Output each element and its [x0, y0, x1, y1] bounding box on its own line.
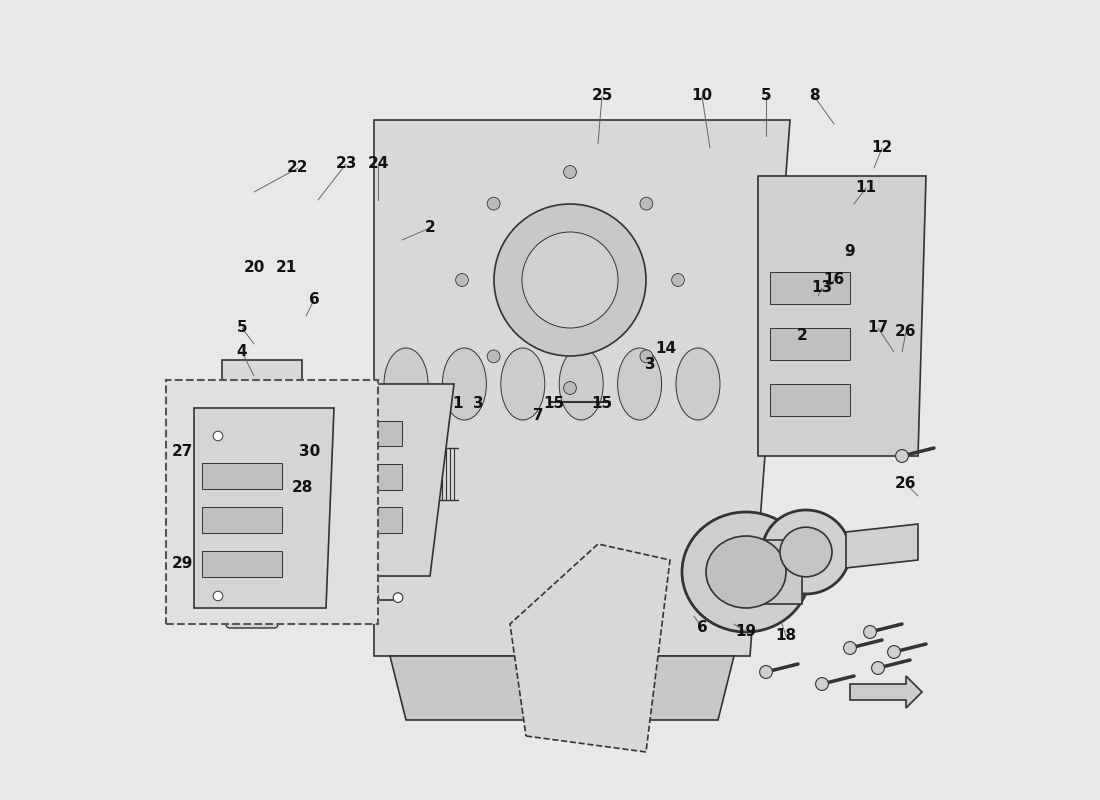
Text: 18: 18: [776, 629, 796, 643]
Polygon shape: [374, 120, 790, 656]
Text: 3: 3: [473, 397, 483, 411]
Text: 6: 6: [309, 293, 319, 307]
Circle shape: [494, 204, 646, 356]
Polygon shape: [390, 656, 734, 720]
Circle shape: [760, 666, 772, 678]
Text: 3: 3: [645, 357, 656, 371]
Text: 8: 8: [808, 89, 820, 103]
Bar: [202, 551, 282, 577]
Text: 7: 7: [532, 409, 543, 423]
Ellipse shape: [384, 348, 428, 420]
Bar: [770, 272, 850, 304]
Bar: [330, 507, 402, 533]
Ellipse shape: [617, 348, 661, 420]
Text: 29: 29: [172, 557, 192, 571]
Text: 16: 16: [824, 273, 845, 287]
Text: 27: 27: [172, 445, 192, 459]
Text: 2: 2: [425, 221, 436, 235]
Circle shape: [455, 274, 469, 286]
Circle shape: [563, 166, 576, 178]
Text: 15: 15: [543, 397, 564, 411]
Text: 23: 23: [336, 157, 356, 171]
Bar: [330, 464, 402, 490]
Bar: [770, 328, 850, 360]
Circle shape: [844, 642, 857, 654]
Ellipse shape: [500, 348, 544, 420]
Polygon shape: [310, 384, 454, 576]
Text: 26: 26: [895, 325, 916, 339]
Text: 4: 4: [236, 345, 248, 359]
Circle shape: [672, 274, 684, 286]
Bar: [754, 540, 802, 604]
Text: 14: 14: [656, 341, 676, 355]
Circle shape: [522, 232, 618, 328]
Polygon shape: [194, 408, 334, 608]
Text: 1: 1: [453, 397, 463, 411]
Ellipse shape: [706, 536, 786, 608]
Text: 5: 5: [761, 89, 771, 103]
Text: 28: 28: [292, 481, 312, 495]
Circle shape: [393, 593, 403, 602]
Text: 6: 6: [696, 621, 707, 635]
Text: 2: 2: [796, 329, 807, 343]
Circle shape: [563, 382, 576, 394]
Text: 22: 22: [287, 161, 309, 175]
Circle shape: [871, 662, 884, 674]
Ellipse shape: [682, 512, 810, 632]
Polygon shape: [758, 176, 926, 456]
Text: 21: 21: [275, 261, 297, 275]
Bar: [770, 384, 850, 416]
Circle shape: [640, 198, 652, 210]
Bar: [166, 380, 378, 624]
Text: 9: 9: [845, 245, 856, 259]
Bar: [202, 507, 282, 533]
Ellipse shape: [676, 348, 720, 420]
Ellipse shape: [780, 527, 832, 577]
Circle shape: [487, 198, 500, 210]
Text: 30: 30: [299, 445, 320, 459]
Text: 10: 10: [692, 89, 713, 103]
Circle shape: [640, 350, 652, 362]
Text: 25: 25: [592, 89, 613, 103]
Bar: [330, 421, 402, 446]
FancyBboxPatch shape: [226, 572, 278, 628]
Circle shape: [370, 593, 378, 602]
Circle shape: [487, 350, 500, 362]
Text: 11: 11: [856, 181, 877, 195]
Ellipse shape: [762, 510, 850, 594]
Circle shape: [864, 626, 877, 638]
Text: 5: 5: [236, 321, 248, 335]
Polygon shape: [222, 360, 302, 520]
Circle shape: [895, 450, 909, 462]
Circle shape: [888, 646, 901, 658]
Ellipse shape: [442, 348, 486, 420]
Text: 15: 15: [592, 397, 613, 411]
Circle shape: [815, 678, 828, 690]
Polygon shape: [510, 544, 670, 752]
Text: 19: 19: [736, 625, 757, 639]
Text: 20: 20: [243, 261, 265, 275]
Text: 26: 26: [895, 477, 916, 491]
Polygon shape: [846, 524, 918, 568]
Text: 24: 24: [367, 157, 388, 171]
Text: 12: 12: [871, 141, 892, 155]
Text: 13: 13: [812, 281, 833, 295]
Circle shape: [213, 431, 223, 441]
Polygon shape: [850, 676, 922, 708]
Ellipse shape: [559, 348, 603, 420]
Bar: [202, 463, 282, 489]
Circle shape: [213, 591, 223, 601]
Text: 17: 17: [868, 321, 889, 335]
